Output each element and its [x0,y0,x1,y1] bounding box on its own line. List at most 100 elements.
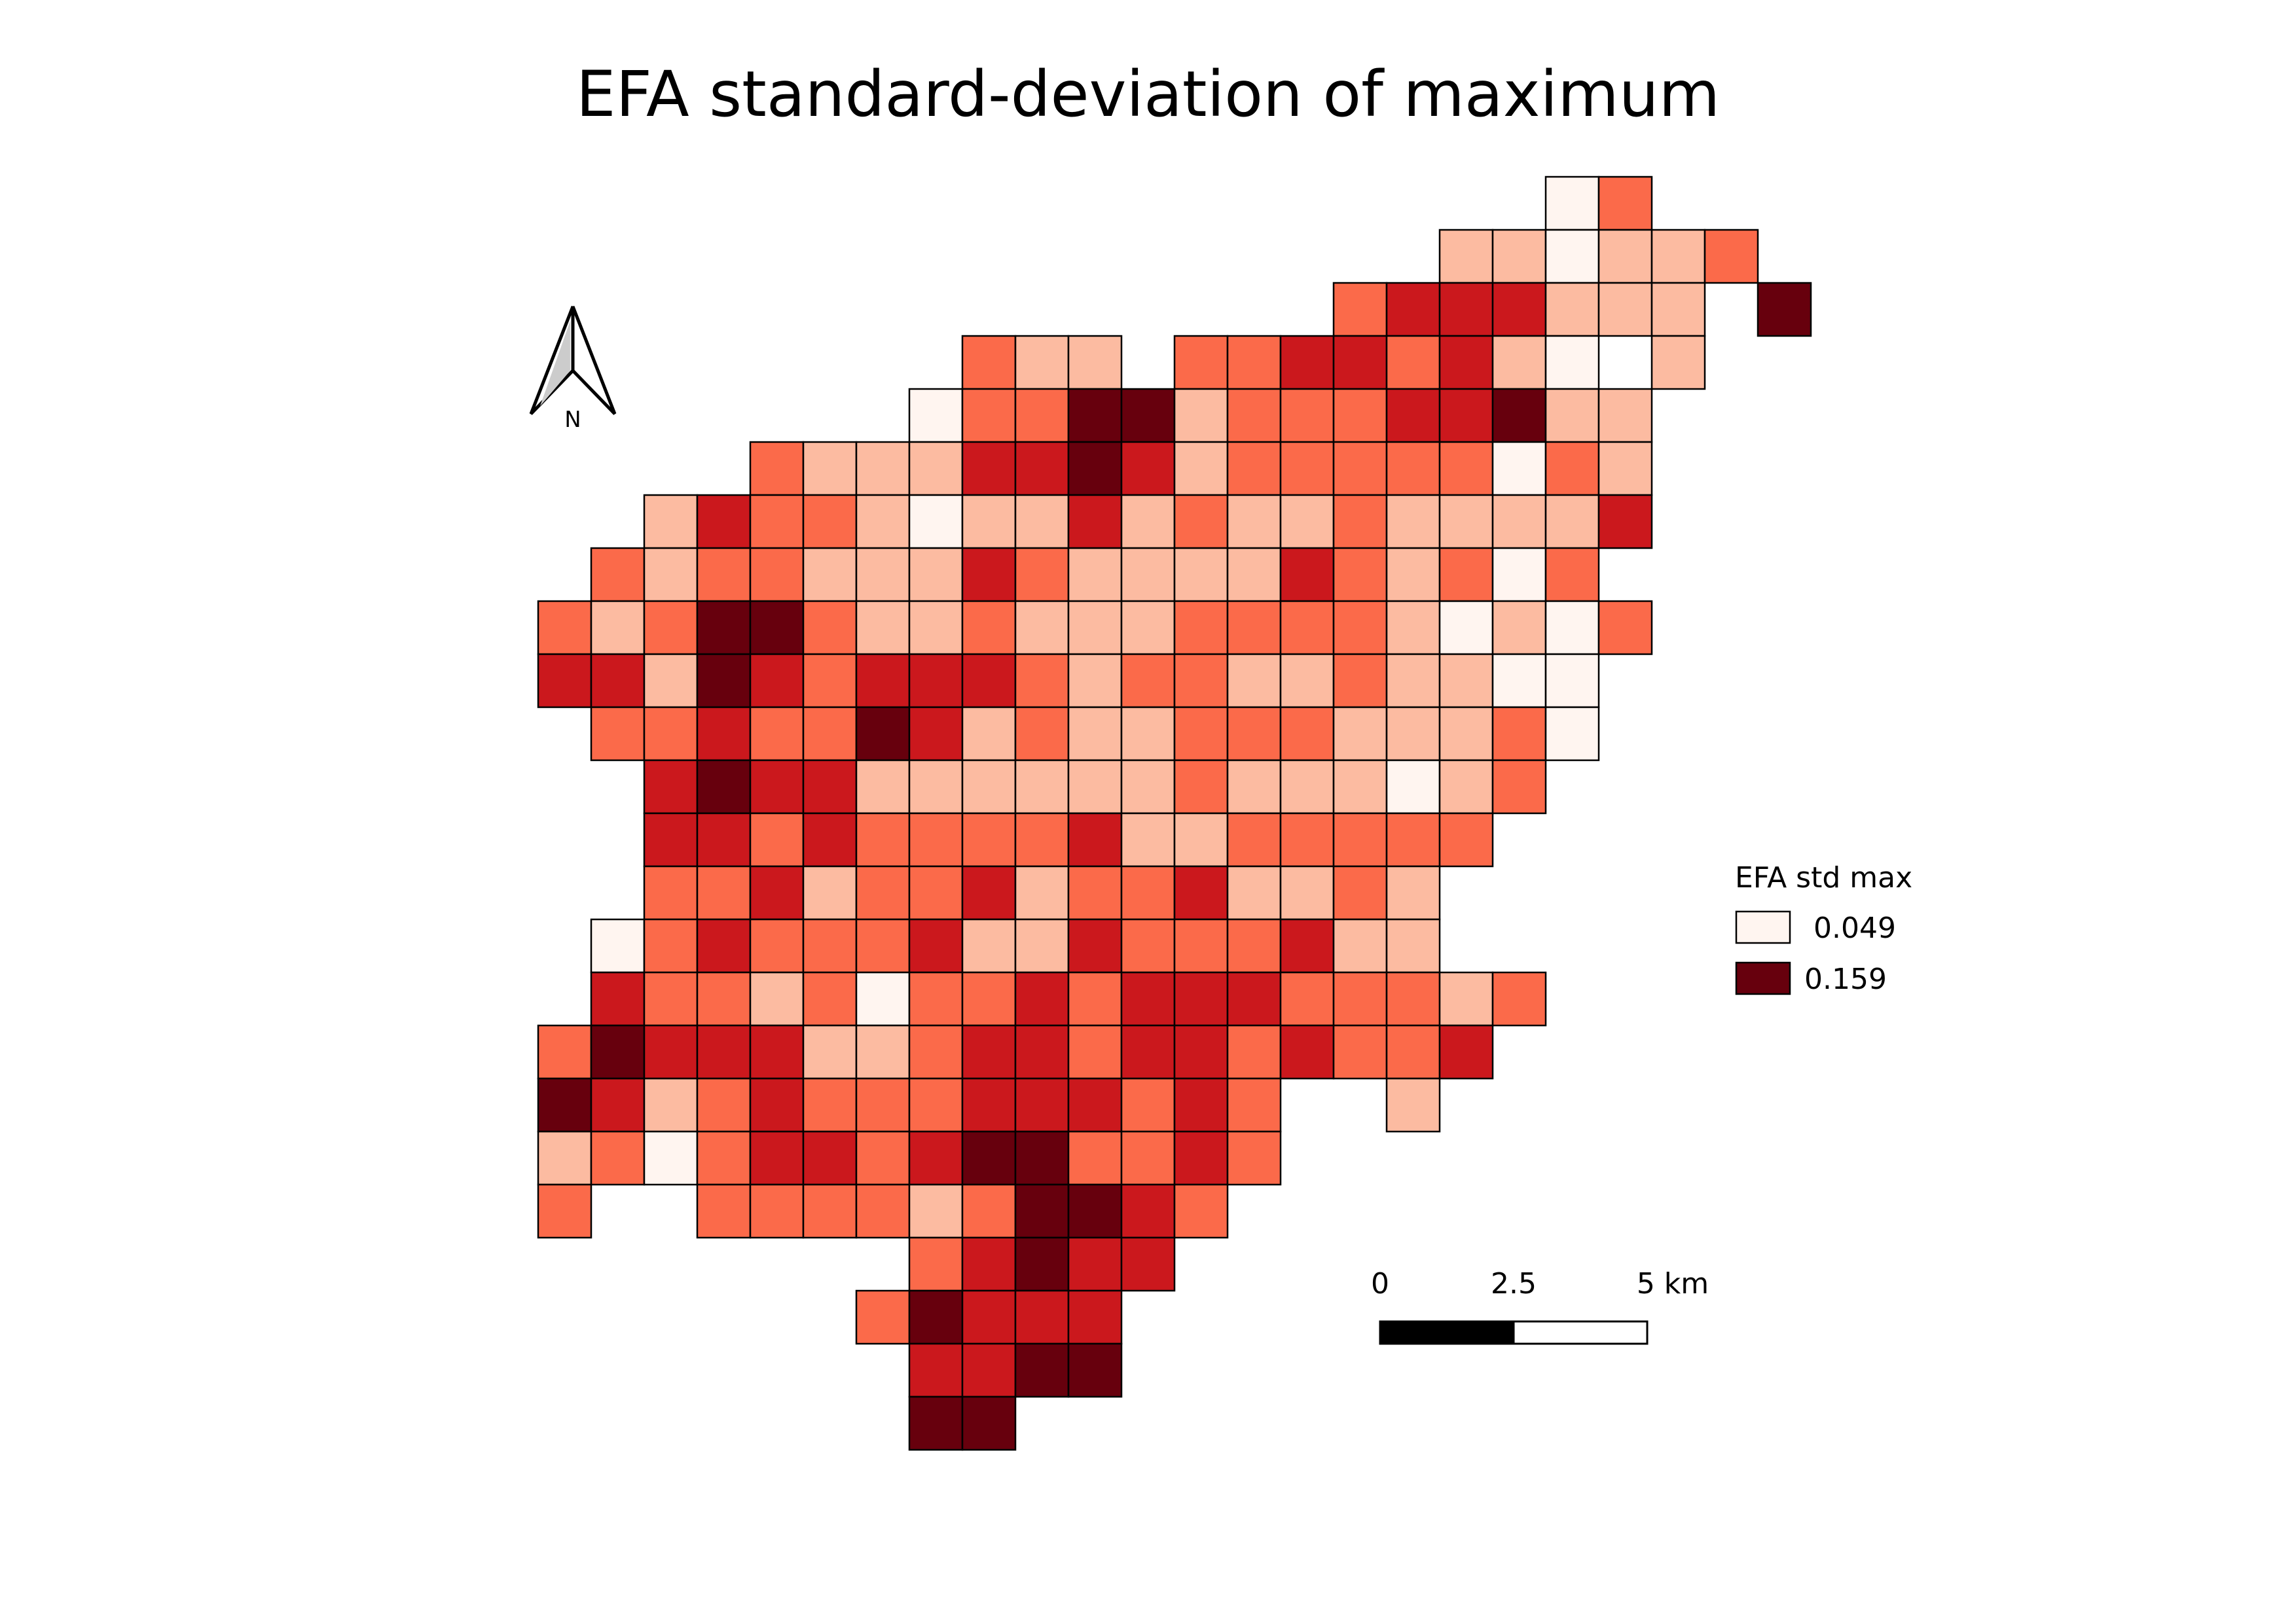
grid-cell [749,1024,805,1080]
grid-cell [961,494,1017,549]
grid-cell [1173,653,1229,709]
grid-cell [1650,335,1706,390]
grid-cell [961,759,1017,815]
grid-cell [1332,918,1388,974]
grid-cell [1438,547,1494,602]
grid-cell [1279,335,1335,390]
grid-cell [1173,759,1229,815]
grid-cell [537,653,592,709]
grid-cell [696,1183,752,1239]
grid-cell [1544,653,1600,709]
legend: EFA std max 0.049 0.159 [1735,861,1912,996]
grid-cell [1438,812,1494,868]
grid-cell [1438,335,1494,390]
grid-cell [1279,865,1335,921]
grid-cell [855,441,911,496]
grid-cell [908,1077,964,1133]
grid-cell [802,812,858,868]
grid-cell [1544,547,1600,602]
grid-cell [802,1077,858,1133]
grid-cell [1544,600,1600,655]
grid-cell [1385,441,1441,496]
grid-cell [1067,388,1123,443]
grid-cell [961,918,1017,974]
grid-cell [1279,706,1335,762]
grid-cell [1544,335,1600,390]
grid-cell [961,1024,1017,1080]
grid-cell [590,653,646,709]
scale-bar: 0 2.5 5 km [1371,1267,1709,1345]
grid-cell [1385,494,1441,549]
grid-cell [749,653,805,709]
grid-cell [1491,706,1547,762]
grid-cell [1332,494,1388,549]
grid-cell [908,1130,964,1186]
grid-cell [908,865,964,921]
grid-cell [855,812,911,868]
grid-cell [908,918,964,974]
grid-cell [1597,388,1653,443]
grid-cell [1120,865,1176,921]
grid-cell [855,865,911,921]
grid-cell [749,1130,805,1186]
grid-cell [696,494,752,549]
grid-cell [590,971,646,1027]
grid-cell [1014,971,1070,1027]
grid-cell [1332,653,1388,709]
grid-cell [1332,335,1388,390]
grid-cell [643,600,699,655]
grid-cell [1491,547,1547,602]
grid-cell [1014,335,1070,390]
grid-cell [1173,706,1229,762]
grid-cell [1438,653,1494,709]
grid-cell [590,600,646,655]
grid-cell [961,1395,1017,1451]
north-arrow-right-icon [571,306,617,415]
grid-cell [802,653,858,709]
grid-cell [643,494,699,549]
grid-cell [961,547,1017,602]
grid-cell [908,388,964,443]
grid-cell [1385,547,1441,602]
grid-cell [1173,1130,1229,1186]
grid-cell [802,1024,858,1080]
grid-cell [1067,865,1123,921]
grid-cell [537,1183,592,1239]
grid-cell [1226,706,1282,762]
grid-cell [1279,759,1335,815]
grid-cell [643,812,699,868]
grid-cell [696,547,752,602]
grid-cell [1544,388,1600,443]
grid-cell [590,547,646,602]
grid-cell [961,971,1017,1027]
grid-cell [855,600,911,655]
grid-cell [855,494,911,549]
grid-cell [1014,1024,1070,1080]
grid-cell [908,1236,964,1292]
grid-cell [749,1077,805,1133]
grid-cell [643,547,699,602]
grid-cell [643,971,699,1027]
grid-cell [908,706,964,762]
grid-cell [908,1024,964,1080]
grid-cell [749,706,805,762]
grid-cell [749,547,805,602]
grid-cell [1173,971,1229,1027]
north-arrow-shade-icon [540,321,570,406]
grid-cell [961,1183,1017,1239]
grid-cell [1173,865,1229,921]
grid-cell [1120,1024,1176,1080]
grid-cell [696,600,752,655]
grid-cell [1014,600,1070,655]
grid-cell [1120,388,1176,443]
grid-cell [1332,759,1388,815]
grid-cell [1173,812,1229,868]
grid-cell [1120,653,1176,709]
grid-cell [1279,388,1335,443]
grid-cell [1385,865,1441,921]
grid-cell [1120,918,1176,974]
grid-cell [1279,918,1335,974]
grid-cell [749,971,805,1027]
grid-cell [1332,971,1388,1027]
grid-cell [855,918,911,974]
